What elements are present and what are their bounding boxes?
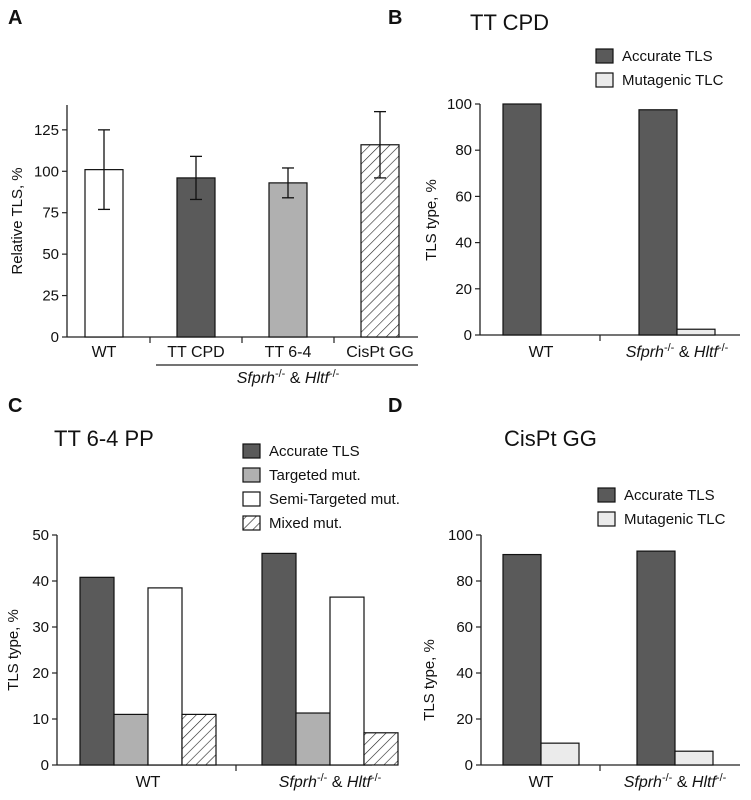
panel-c-bar-0-1 [113, 713, 149, 766]
panel-c-legend-label-1: Targeted mut. [269, 467, 361, 484]
panel-c-ytick-label: 30 [32, 619, 49, 636]
panel-c-ylabel: TLS type, % [5, 609, 22, 691]
panel-d-bar-0-0 [502, 553, 542, 766]
panel-a-ylabel: Relative TLS, % [9, 167, 26, 274]
panel-a-bar-1 [176, 177, 216, 338]
panel-b-legend-label-0: Accurate TLS [622, 48, 713, 65]
panel-a-ytick-label: 50 [42, 246, 59, 263]
panel-a-category-label-0: WT [92, 344, 117, 361]
panel-c-legend-label-0: Accurate TLS [269, 443, 360, 460]
panel-d-legend-swatch-1 [597, 511, 616, 527]
panel-c-ytick-label: 20 [32, 665, 49, 682]
panel-b-ytick-label: 20 [455, 281, 472, 298]
panel-d-category-label-0: WT [529, 774, 554, 791]
panel-c-legend-label-3: Mixed mut. [269, 515, 342, 532]
panel-b-bar-1-0 [638, 109, 678, 336]
panel-d-legend-swatch-0 [597, 487, 616, 503]
panel-b-legend-swatch-0 [595, 48, 614, 64]
panel-c-bar-0-2 [147, 587, 183, 766]
panel-b-ytick-label: 100 [447, 96, 472, 113]
panel-c-bar-0-3 [181, 713, 217, 766]
panel-d-title: CisPt GG [504, 426, 597, 451]
panel-d-legend-label-0: Accurate TLS [624, 487, 715, 504]
panel-c-ytick-label: 0 [41, 757, 49, 774]
panel-a-category-label-3: CisPt GG [346, 344, 414, 361]
panel-b-ytick-label: 0 [464, 327, 472, 344]
panel-c-legend-swatch-3 [242, 515, 261, 531]
panel-a-ytick-label: 125 [34, 122, 59, 139]
panel-a-bar-2 [268, 182, 308, 338]
panel-c-legend-swatch-2 [242, 491, 261, 507]
panel-a-ytick-label: 75 [42, 205, 59, 222]
panel-c-ytick-label: 10 [32, 711, 49, 728]
panel-d-ytick-label: 0 [465, 757, 473, 774]
panel-c-bar-1-2 [329, 596, 365, 766]
panel-d-bar-1-0 [636, 550, 676, 766]
panel-a-ytick-label: 100 [34, 163, 59, 180]
panel-b-ylabel: TLS type, % [423, 179, 440, 261]
panel-d-legend-label-1: Mutagenic TLC [624, 511, 726, 528]
panel-d-ytick-label: 40 [456, 665, 473, 682]
panel-a-category-label-2: TT 6-4 [265, 344, 312, 361]
panel-c-legend-swatch-1 [242, 467, 261, 483]
panel-d-category-label-1: Sfprh-/- & Hltf-/- [624, 772, 727, 791]
panel-d-ytick-label: 20 [456, 711, 473, 728]
panel-b-bar-1-1 [676, 328, 716, 336]
panel-b-ytick-label: 80 [455, 142, 472, 159]
panel-c-ytick-label: 50 [32, 527, 49, 544]
panel-c-bar-0-0 [79, 576, 115, 766]
panel-b-legend-swatch-1 [595, 72, 614, 88]
panel-a-category-label-1: TT CPD [167, 344, 224, 361]
panel-d-bar-1-1 [674, 750, 714, 766]
panel-b-category-label-0: WT [529, 344, 554, 361]
panel-a-group-label: Sfprh-/- & Hltf-/- [237, 368, 340, 387]
panel-c-bar-1-3 [363, 732, 399, 766]
panel-c-legend-swatch-0 [242, 443, 261, 459]
panel-b-ytick-label: 60 [455, 188, 472, 205]
panel-a-ytick-label: 0 [51, 329, 59, 346]
panel-b-legend-label-1: Mutagenic TLC [622, 72, 724, 89]
panel-label-b: B [388, 7, 402, 29]
panel-d-ytick-label: 100 [448, 527, 473, 544]
panel-b-ytick-label: 40 [455, 235, 472, 252]
panel-c-category-label-0: WT [136, 774, 161, 791]
panel-c-bar-1-1 [295, 712, 331, 766]
panel-d-ytick-label: 60 [456, 619, 473, 636]
panel-c-category-label-1: Sfprh-/- & Hltf-/- [279, 772, 382, 791]
panel-d-bar-0-1 [540, 742, 580, 766]
panel-c-legend-label-2: Semi-Targeted mut. [269, 491, 400, 508]
panel-label-a: A [8, 7, 22, 29]
panel-d-ytick-label: 80 [456, 573, 473, 590]
panel-b-title: TT CPD [470, 10, 549, 35]
panel-b-bar-0-0 [502, 103, 542, 336]
panel-b-category-label-1: Sfprh-/- & Hltf-/- [626, 342, 729, 361]
panel-label-d: D [388, 395, 402, 417]
panel-c-ytick-label: 40 [32, 573, 49, 590]
panel-label-c: C [8, 395, 22, 417]
panel-a-ytick-label: 25 [42, 288, 59, 305]
panel-d-ylabel: TLS type, % [421, 639, 438, 721]
panel-c-bar-1-0 [261, 552, 297, 766]
panel-c-title: TT 6-4 PP [54, 426, 154, 451]
